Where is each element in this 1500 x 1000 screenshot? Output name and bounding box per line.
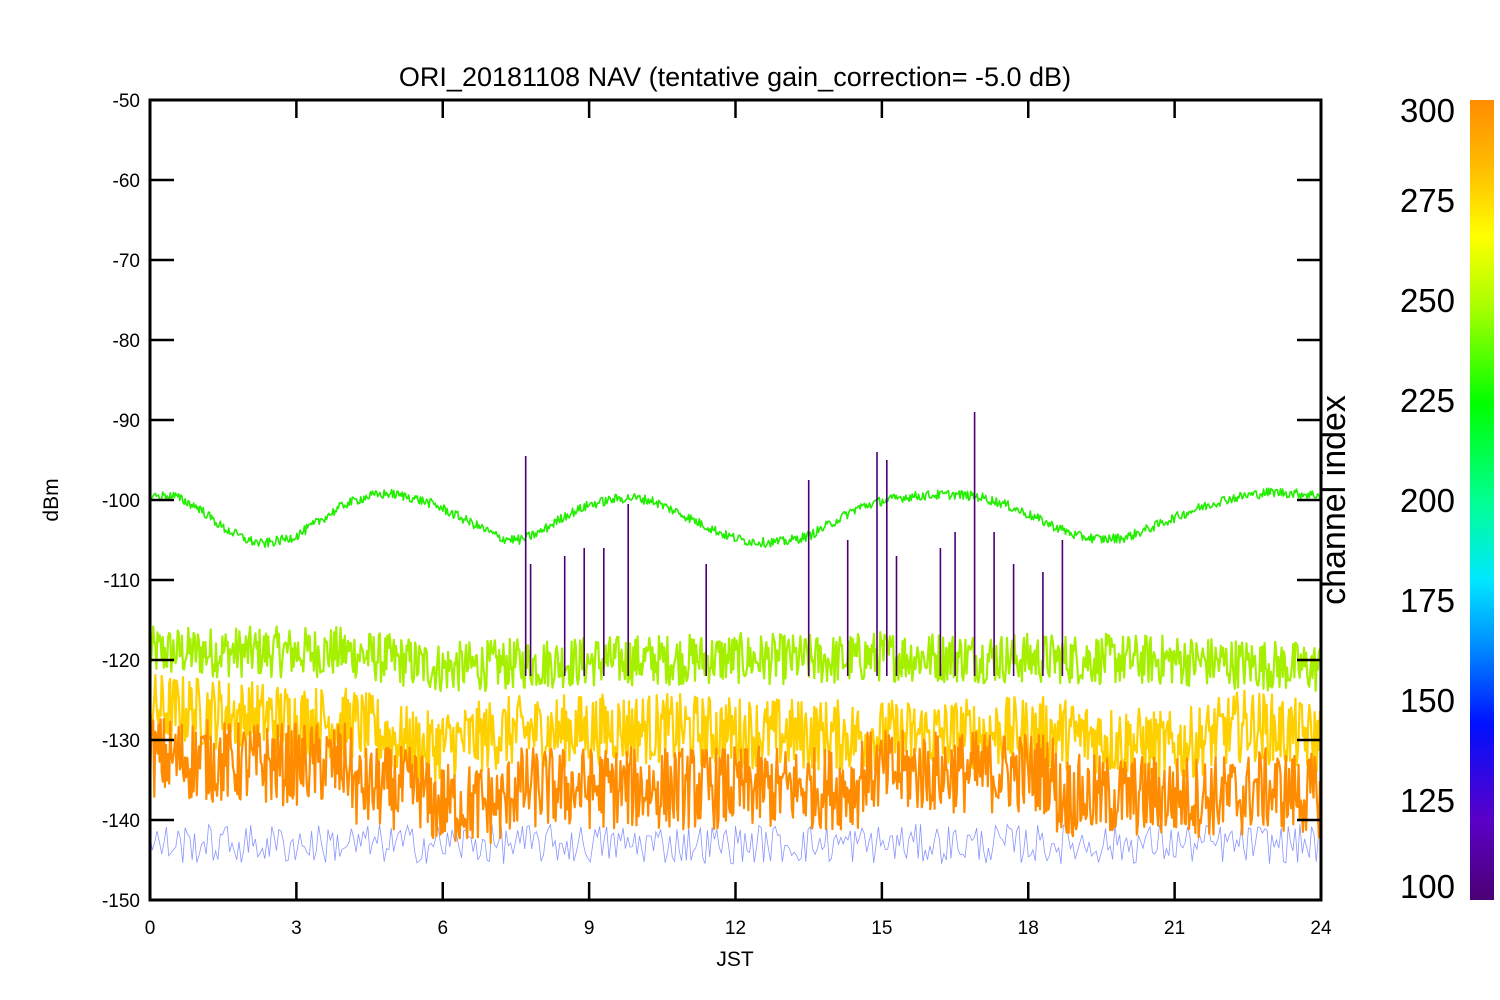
y-tick-label: -60 [113, 171, 140, 192]
y-tick-label: -80 [113, 331, 140, 352]
colorbar-tick-label: 150 [1400, 682, 1455, 719]
series-line-ch300 [150, 717, 1321, 845]
colorbar-tick-label: 300 [1400, 92, 1455, 129]
series-line-ch240 [150, 487, 1321, 548]
x-tick-label: 18 [1018, 918, 1039, 939]
colorbar-tick-label: 250 [1400, 282, 1455, 319]
colorbar-tick-label: 125 [1400, 782, 1455, 819]
colorbar [1470, 100, 1494, 900]
y-tick-label: -110 [103, 571, 140, 592]
x-tick-label: 15 [871, 918, 892, 939]
y-tick-label: -130 [102, 731, 140, 752]
y-tick-label: -50 [113, 91, 140, 112]
y-tick-label: -90 [113, 411, 140, 432]
x-tick-label: 9 [584, 918, 595, 939]
y-tick-label: -100 [102, 491, 140, 512]
y-tick-label: -70 [113, 251, 140, 272]
x-tick-label: 6 [437, 918, 448, 939]
series-line-low-channels [150, 822, 1321, 865]
colorbar-label: channel index [1315, 395, 1353, 605]
x-tick-label: 3 [291, 918, 302, 939]
x-tick-label: 24 [1310, 918, 1332, 939]
chart-title: ORI_20181108 NAV (tentative gain_correct… [399, 62, 1071, 92]
colorbar-tick-label: 225 [1400, 382, 1455, 419]
x-tick-label: 0 [145, 918, 156, 939]
y-tick-label: -150 [102, 891, 140, 912]
y-axis-label: dBm [40, 478, 63, 521]
colorbar-tick-label: 175 [1400, 582, 1455, 619]
colorbar-tick-label: 275 [1400, 182, 1455, 219]
x-axis-label: JST [716, 948, 754, 971]
axes: 0 3 6 9 12 15 18 21 24 -50 -60 -70 -80 -90 -100 -110 -12… [102, 91, 1332, 939]
x-tick-label: 12 [725, 918, 746, 939]
colorbar-tick-label: 200 [1400, 482, 1455, 519]
colorbar-ticks: 300 275 250 225 200 175 150 125 100 [1400, 92, 1455, 905]
series-line-ch260 [150, 625, 1321, 693]
x-tick-label: 21 [1164, 918, 1185, 939]
plot-area [150, 412, 1321, 865]
y-tick-label: -120 [102, 651, 140, 672]
series-line-ch280 [150, 674, 1321, 783]
y-tick-label: -140 [102, 811, 140, 832]
colorbar-tick-label: 100 [1400, 868, 1455, 905]
